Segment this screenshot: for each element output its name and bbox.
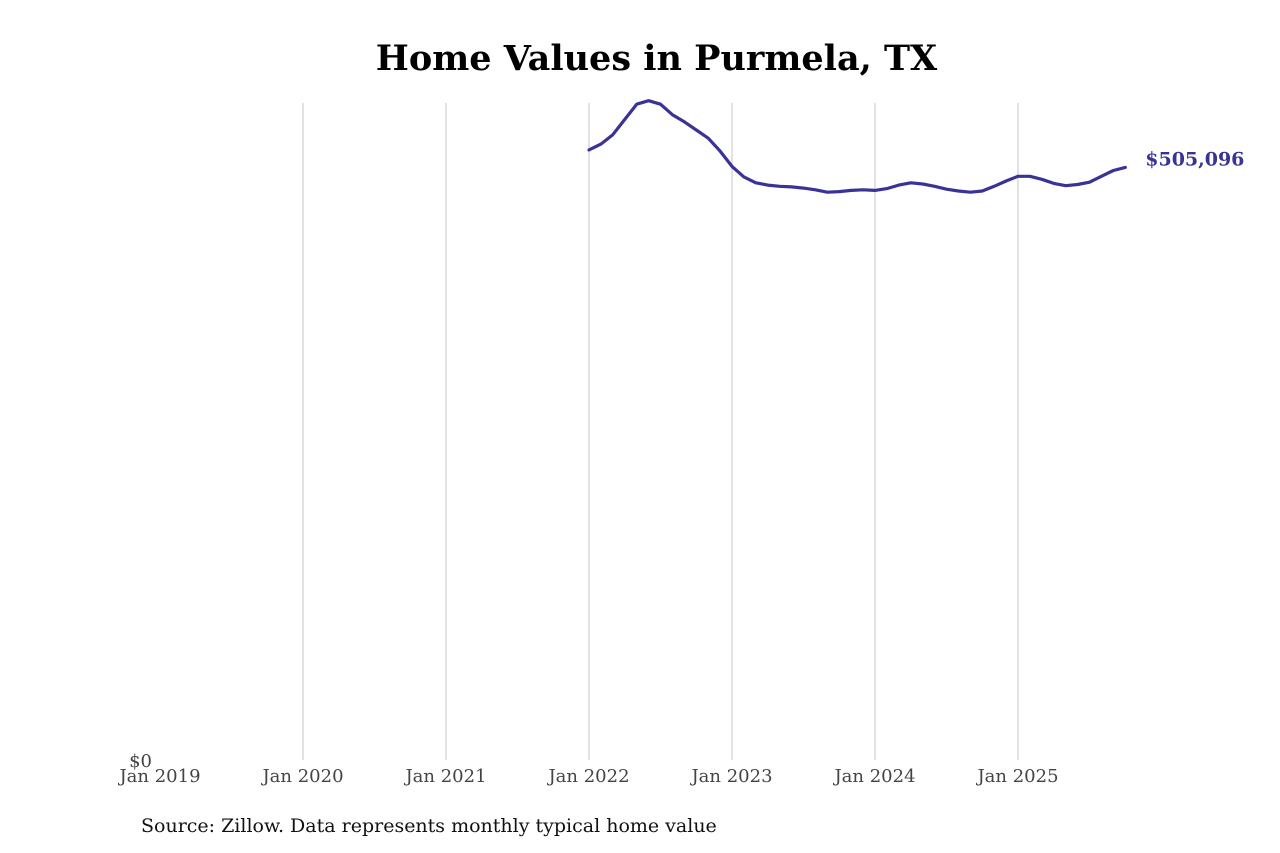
series-layer: [587, 99, 1127, 194]
series-line: [587, 99, 1127, 194]
y-axis-tick-labels: $0: [129, 751, 152, 772]
gridlines: [302, 103, 1019, 760]
x-tick-label: Jan 2021: [403, 766, 486, 787]
end-value-label: $505,096: [1145, 148, 1244, 170]
chart-title: Home Values in Purmela, TX: [375, 38, 938, 79]
data-labels: $505,096: [1145, 148, 1244, 170]
x-tick-label: Jan 2022: [546, 766, 629, 787]
x-tick-label: Jan 2020: [260, 766, 343, 787]
source-note: Source: Zillow. Data represents monthly …: [141, 815, 717, 837]
x-tick-label: Jan 2023: [689, 766, 772, 787]
x-axis-tick-labels: Jan 2019 Jan 2020 Jan 2021 Jan 2022 Jan 2023…: [117, 766, 1058, 787]
x-tick-label: Jan 2019: [117, 766, 200, 787]
x-tick-label: Jan 2025: [975, 766, 1058, 787]
x-tick-label: Jan 2024: [832, 766, 915, 787]
y-tick-label: $0: [129, 751, 152, 772]
